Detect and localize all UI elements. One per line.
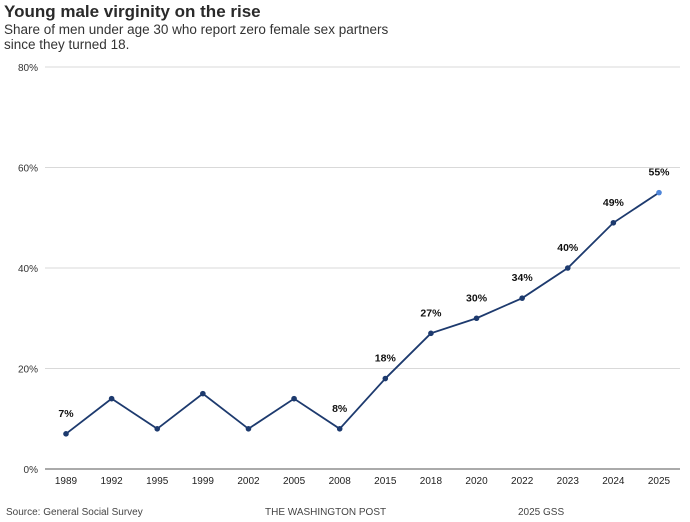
data-label: 27% — [420, 307, 442, 319]
series-line — [65, 191, 660, 435]
data-point — [63, 431, 69, 437]
data-point — [610, 219, 617, 226]
data-point — [108, 395, 115, 402]
publisher-credit: THE WASHINGTON POST — [265, 507, 387, 518]
data-point — [200, 390, 206, 397]
x-tick-label: 2018 — [420, 476, 443, 487]
x-tick-label: 2008 — [329, 476, 352, 487]
data-label: 34% — [512, 272, 534, 284]
data-point — [564, 265, 571, 271]
data-point — [291, 395, 297, 402]
x-tick-label: 2025 — [648, 476, 671, 487]
data-point — [519, 295, 525, 301]
source-note: Source: General Social Survey — [6, 507, 143, 518]
x-tick-label: 1992 — [100, 476, 123, 487]
data-point — [154, 426, 161, 432]
x-tick-label: 2015 — [374, 476, 397, 487]
data-point — [428, 330, 434, 337]
x-tick-label: 2005 — [283, 476, 306, 487]
data-point — [336, 426, 343, 432]
data-label: 18% — [375, 353, 397, 365]
data-point — [245, 426, 252, 432]
x-tick-label: 2002 — [237, 476, 260, 487]
x-tick-label: 1995 — [146, 476, 169, 487]
x-tick-label: 2024 — [602, 476, 625, 487]
data-note: 2025 GSS — [518, 507, 565, 518]
data-point — [656, 189, 662, 196]
y-tick-label: 20% — [18, 365, 38, 376]
data-label: 49% — [603, 197, 625, 209]
data-label: 30% — [466, 292, 488, 304]
x-tick-label: 2023 — [557, 476, 580, 487]
y-tick-label: 80% — [18, 63, 38, 74]
y-tick-label: 60% — [18, 164, 38, 175]
data-point — [382, 375, 389, 382]
x-tick-label: 1999 — [192, 476, 215, 487]
data-label: 7% — [58, 408, 74, 420]
chart-subtitle: Share of men under age 30 who report zer… — [4, 22, 389, 52]
data-point — [473, 315, 480, 322]
y-tick-label: 40% — [18, 264, 38, 275]
data-label: 55% — [648, 167, 670, 179]
data-label: 40% — [557, 242, 579, 254]
x-tick-label: 2020 — [465, 476, 488, 487]
chart-title: Young male virginity on the rise — [4, 2, 261, 21]
x-tick-label: 1989 — [55, 476, 78, 487]
x-tick-label: 2022 — [511, 476, 534, 487]
data-label: 8% — [332, 403, 348, 415]
y-tick-label: 0% — [24, 465, 39, 476]
